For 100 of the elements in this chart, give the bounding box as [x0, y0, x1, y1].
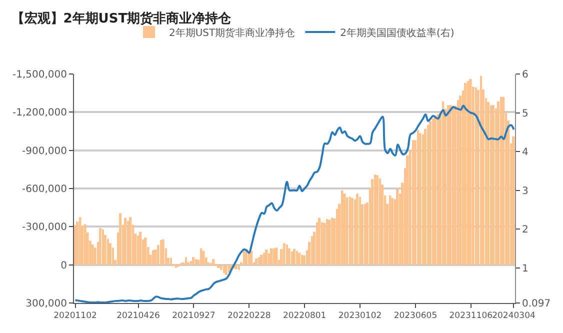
bar: [74, 225, 76, 265]
bar: [160, 240, 162, 265]
bar: [217, 264, 220, 268]
bar: [124, 218, 127, 265]
x-tick-label: 20230102: [338, 311, 382, 322]
y-tick-label: -300,000: [22, 222, 67, 234]
bar: [298, 252, 300, 265]
bar: [349, 196, 351, 265]
bar: [427, 124, 430, 265]
bar: [346, 197, 348, 265]
bar: [185, 257, 188, 265]
bar: [175, 264, 178, 268]
bar: [275, 248, 278, 265]
bar: [296, 250, 298, 265]
y2-tick-label: 1: [522, 263, 528, 274]
bar: [376, 175, 379, 265]
y2-tick-label: 5: [522, 108, 528, 120]
x-tick-label: 20220228: [228, 311, 271, 322]
y-tick-label: 0: [60, 260, 67, 272]
bar: [437, 114, 440, 265]
bar: [412, 140, 414, 265]
bar: [220, 264, 222, 270]
y2-tick-label: 3: [522, 186, 528, 197]
bar: [318, 218, 321, 265]
y-tick-label: -1,500,000: [12, 70, 67, 80]
y2-tick-label: 6: [522, 70, 528, 80]
bar: [139, 232, 142, 265]
bar: [288, 248, 290, 265]
bar: [263, 252, 266, 265]
bar: [449, 105, 452, 265]
bar: [500, 96, 502, 265]
bar: [442, 101, 444, 265]
bar: [301, 254, 304, 265]
bar: [490, 105, 492, 265]
bar: [212, 259, 215, 265]
bar: [424, 128, 426, 265]
bar: [502, 96, 505, 265]
bar: [195, 259, 198, 265]
bar: [391, 198, 394, 265]
bar: [291, 251, 293, 265]
bar: [326, 219, 328, 265]
bar: [389, 196, 392, 265]
bar: [235, 264, 238, 270]
bar: [374, 174, 376, 265]
y-tick-label: 300,000: [26, 298, 67, 310]
bar: [487, 102, 490, 265]
bar: [243, 250, 246, 265]
bar: [464, 82, 467, 265]
bar: [432, 118, 434, 265]
x-tick-label: 20231106: [449, 311, 493, 322]
bar: [170, 258, 172, 265]
bar: [359, 196, 361, 265]
bar: [270, 248, 273, 265]
bar: [480, 76, 482, 265]
bar: [512, 136, 515, 265]
bar: [321, 222, 324, 265]
bar: [190, 261, 192, 265]
bar: [396, 189, 399, 265]
bar: [311, 236, 314, 265]
legend-label: 2年期UST期货非商业净持仓: [169, 26, 296, 39]
bar: [99, 228, 102, 265]
y-tick-label: -900,000: [22, 146, 67, 157]
x-tick-label: 20210426: [116, 311, 160, 322]
bar: [364, 204, 366, 265]
bar: [356, 194, 358, 265]
bar: [328, 220, 331, 265]
bar: [107, 238, 109, 265]
bar: [497, 101, 500, 265]
y-tick-label: -600,000: [22, 184, 67, 195]
y2-tick-label: 4: [522, 147, 528, 158]
bar: [447, 105, 450, 265]
bar: [84, 224, 86, 265]
bar: [469, 79, 472, 265]
bar: [250, 250, 253, 265]
bar: [429, 121, 432, 265]
bar: [144, 237, 147, 265]
bar: [109, 243, 112, 265]
y-tick-label: -1,200,000: [12, 108, 67, 119]
bar: [102, 229, 104, 265]
bar: [225, 264, 228, 276]
bar: [137, 236, 140, 265]
bar: [260, 254, 263, 265]
bar: [286, 244, 288, 265]
bar: [492, 105, 495, 265]
bar: [91, 244, 94, 265]
x-tick-label: 20230605: [394, 311, 438, 322]
bar: [283, 243, 286, 265]
bar: [379, 178, 382, 265]
bar: [434, 115, 437, 265]
y2-tick-label: 2: [522, 224, 528, 236]
bar: [371, 178, 374, 265]
bar: [265, 250, 268, 265]
x-tick-label: 20201102: [54, 311, 97, 322]
x-tick-label: 20220801: [282, 311, 326, 322]
bar: [417, 130, 419, 265]
bar: [129, 217, 132, 265]
bar: [255, 258, 258, 265]
legend-label: 2年期美国国债收益率(右): [340, 26, 454, 39]
bar: [351, 198, 354, 265]
bar: [316, 222, 318, 265]
